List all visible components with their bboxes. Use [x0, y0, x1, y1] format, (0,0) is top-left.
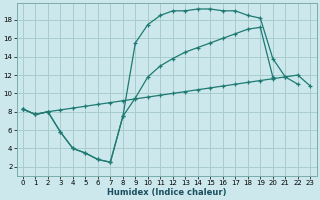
X-axis label: Humidex (Indice chaleur): Humidex (Indice chaleur) — [107, 188, 226, 197]
